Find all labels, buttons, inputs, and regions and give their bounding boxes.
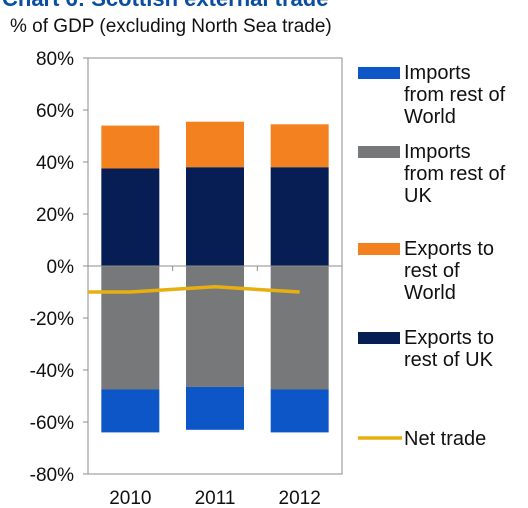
x-tick-label: 2012 [279, 488, 321, 508]
bar-imports-from-rest-of-world-2010 [101, 389, 160, 433]
y-tick-label: -60% [30, 413, 74, 434]
bar-exports-to-rest-of-uk-2010 [101, 168, 160, 266]
bar-exports-to-rest-of-world-2012 [270, 124, 329, 168]
bar-exports-to-rest-of-uk-2012 [270, 167, 329, 266]
bar-imports-from-rest-of-uk-2010 [101, 266, 160, 390]
y-tick-label: 40% [36, 153, 74, 174]
chart-title: Chart 6: Scottish external trade [2, 0, 328, 12]
legend-label: World [404, 282, 456, 304]
bar-exports-to-rest-of-uk-2011 [186, 167, 244, 266]
legend-label: World [404, 106, 456, 128]
bar-imports-from-rest-of-world-2011 [186, 386, 244, 430]
x-tick-label: 2011 [195, 488, 236, 508]
chart-subtitle: % of GDP (excluding North Sea trade) [10, 16, 332, 37]
legend-label: rest of [404, 260, 460, 282]
legend-label: UK [404, 185, 432, 207]
y-tick-label: 0% [47, 257, 75, 278]
legend-label: rest of UK [404, 349, 494, 371]
legend-swatch-imports-from-rest-of-world [358, 67, 400, 79]
bar-exports-to-rest-of-world-2010 [101, 125, 160, 169]
y-tick-label: -40% [30, 361, 74, 382]
y-tick-label: 80% [36, 49, 74, 70]
legend-label: Imports [404, 141, 471, 163]
legend-label: Exports to [404, 327, 494, 349]
y-tick-label: 60% [36, 101, 74, 122]
legend-label: Exports to [404, 238, 494, 260]
y-tick-label: -20% [30, 309, 74, 330]
bar-exports-to-rest-of-world-2011 [186, 121, 244, 168]
x-tick-label: 2010 [109, 488, 151, 508]
legend-swatch-imports-from-rest-of-uk [358, 146, 400, 158]
legend-label: from rest of [404, 163, 506, 185]
bar-imports-from-rest-of-world-2012 [270, 389, 329, 433]
legend-label: from rest of [404, 84, 506, 106]
net-trade-line [88, 285, 300, 294]
y-tick-label: 20% [36, 205, 74, 226]
legend-label: Imports [404, 62, 471, 84]
y-tick-label: -80% [30, 465, 74, 486]
legend-swatch-exports-to-rest-of-uk [358, 332, 400, 344]
bar-imports-from-rest-of-uk-2011 [186, 266, 244, 387]
legend-label: Net trade [404, 428, 486, 450]
bar-imports-from-rest-of-uk-2012 [270, 266, 329, 390]
legend-swatch-exports-to-rest-of-world [358, 243, 400, 255]
